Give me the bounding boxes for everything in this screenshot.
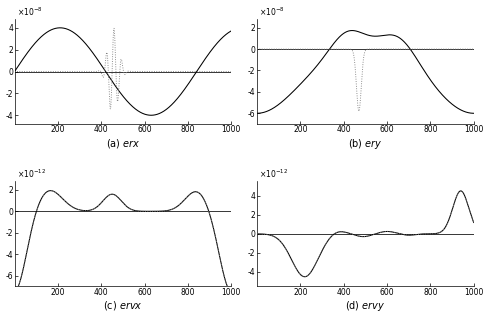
- Text: $\times10^{-12}$: $\times10^{-12}$: [259, 168, 287, 180]
- Text: $\times10^{-8}$: $\times10^{-8}$: [259, 6, 284, 18]
- Text: $\times10^{-8}$: $\times10^{-8}$: [17, 6, 42, 18]
- X-axis label: (c) $\mathit{ervx}$: (c) $\mathit{ervx}$: [103, 300, 142, 312]
- X-axis label: (b) $\mathit{ery}$: (b) $\mathit{ery}$: [347, 137, 382, 151]
- X-axis label: (a) $\mathit{erx}$: (a) $\mathit{erx}$: [105, 137, 140, 150]
- X-axis label: (d) $\mathit{ervy}$: (d) $\mathit{ervy}$: [345, 300, 385, 314]
- Text: $\times10^{-12}$: $\times10^{-12}$: [17, 168, 45, 180]
